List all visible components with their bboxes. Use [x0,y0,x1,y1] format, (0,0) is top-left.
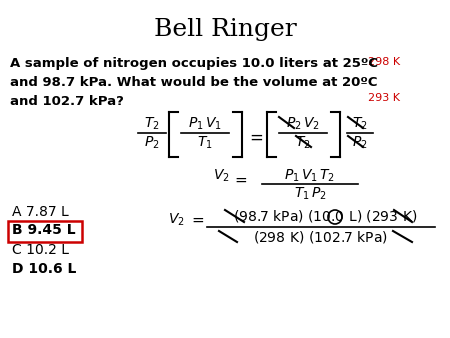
Text: $(298\ \mathrm{K})\ (102.7\ \mathrm{kPa})$: $(298\ \mathrm{K})\ (102.7\ \mathrm{kPa}… [252,229,387,245]
Text: A sample of nitrogen occupies 10.0 liters at 25ºC: A sample of nitrogen occupies 10.0 liter… [10,57,378,70]
Text: $=$: $=$ [232,172,248,187]
Text: $P_1\,V_1\,T_2$: $P_1\,V_1\,T_2$ [284,168,336,185]
Text: C 10.2 L: C 10.2 L [12,243,69,257]
Text: $T_2$: $T_2$ [352,116,368,132]
Text: $P_2$: $P_2$ [144,135,160,151]
Text: $=$: $=$ [189,212,205,227]
Text: $=$: $=$ [246,128,264,146]
Text: and 102.7 kPa?: and 102.7 kPa? [10,95,124,108]
Text: D 10.6 L: D 10.6 L [12,262,77,276]
Text: and 98.7 kPa. What would be the volume at 20ºC: and 98.7 kPa. What would be the volume a… [10,76,378,89]
Text: $P_1\,V_1$: $P_1\,V_1$ [188,116,222,132]
Text: Bell Ringer: Bell Ringer [153,18,297,41]
Text: $T_1\,P_2$: $T_1\,P_2$ [293,186,326,202]
Text: B 9.45 L: B 9.45 L [12,223,76,237]
Text: 293 K: 293 K [368,93,400,103]
Text: $V_2$: $V_2$ [168,212,185,228]
Text: $V_2$: $V_2$ [213,168,230,185]
Text: $P_2$: $P_2$ [352,135,368,151]
Text: 298 K: 298 K [368,57,400,67]
Text: $P_2\,V_2$: $P_2\,V_2$ [286,116,320,132]
Text: $T_2$: $T_2$ [295,135,311,151]
Text: A 7.87 L: A 7.87 L [12,205,69,219]
Text: $(98.7\ \mathrm{kPa})\ (10.0\ \mathrm{L})\ (293\ \mathrm{K})$: $(98.7\ \mathrm{kPa})\ (10.0\ \mathrm{L}… [233,208,417,224]
Text: $T_2$: $T_2$ [144,116,160,132]
Text: $T_1$: $T_1$ [197,135,213,151]
